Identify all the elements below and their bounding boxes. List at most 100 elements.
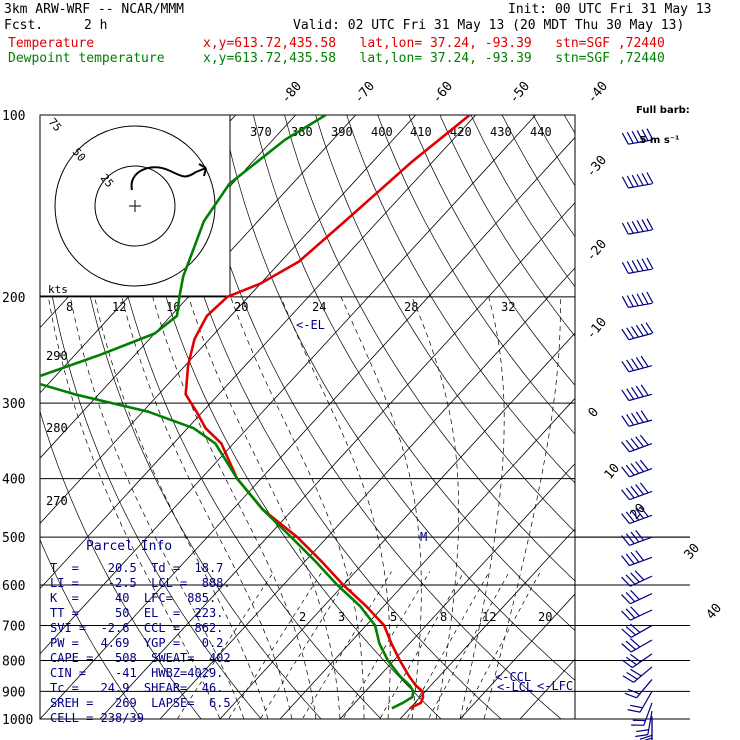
barb-flag — [630, 551, 640, 563]
parcel-row: PW = 4.69 YGP = 0.2 — [50, 636, 224, 650]
theta-label: 280 — [46, 421, 68, 435]
dry-adiabat — [315, 115, 575, 533]
theta-label: 400 — [371, 125, 393, 139]
theta-label: 290 — [46, 349, 68, 363]
isotherm-line — [279, 397, 575, 719]
speed-tick-label: 32 — [501, 300, 515, 314]
barb-flag — [627, 709, 641, 713]
sounding-annotation: <-LFC — [537, 679, 573, 693]
sounding-annotation: <-LCL — [497, 680, 533, 694]
barb-flag — [625, 640, 636, 650]
moist-adiabat — [47, 296, 221, 719]
speed-tick-label: 28 — [404, 300, 418, 314]
barb-flag — [631, 294, 639, 307]
barb-staff — [633, 666, 653, 683]
barb-flag — [630, 509, 640, 521]
wind-barb — [621, 550, 653, 567]
isotherm-label: -70 — [352, 79, 379, 107]
barb-flag — [621, 222, 629, 235]
dry-adiabat — [159, 115, 502, 719]
barb-flag — [630, 653, 641, 663]
barb-flag — [631, 174, 639, 187]
barb-flag — [621, 132, 629, 145]
wind-barb — [621, 606, 653, 621]
isotherm-line — [99, 202, 575, 719]
theta-label: 420 — [450, 125, 472, 139]
barb-flag — [636, 130, 644, 142]
barb-flag — [625, 533, 635, 545]
barb-flag — [636, 259, 644, 272]
parcel-row: SVI = -2.6 CCL = 862. — [50, 621, 224, 635]
moist-adiabat — [459, 296, 505, 719]
mixing-ratio-label: 8 — [440, 610, 447, 624]
sounding-annotations: <-EL <-CCL<-LCL <-LFC M — [296, 318, 573, 694]
mixing-ratio-label: 3 — [338, 610, 345, 624]
pressure-label: 400 — [2, 473, 25, 488]
parcel-row: Tc = 24.9 SHEAR= 46. — [50, 681, 224, 695]
barb-flag — [621, 466, 630, 478]
parcel-row: T = 20.5 Td = 18.7 — [50, 561, 224, 575]
barb-flag — [646, 257, 654, 270]
dry-adiabat — [470, 115, 575, 288]
barb-flag — [636, 173, 644, 186]
barb-flag — [630, 463, 640, 474]
dry-adiabat — [501, 115, 575, 238]
theta-label: 380 — [291, 125, 313, 139]
parcel-row: CELL = 238/39 — [50, 711, 144, 725]
dewpoint-location: x,y=613.72,435.58 lat,lon= 37.24, -93.39… — [203, 51, 665, 66]
barb-flag — [625, 608, 636, 619]
mixing-ratio-lines — [176, 571, 541, 719]
dry-adiabat — [253, 115, 575, 631]
isotherm-label: -40 — [585, 79, 612, 107]
barb-legend: Full barb: 5 m s⁻¹ — [636, 86, 690, 156]
barb-legend-line1: Full barb: — [636, 105, 690, 116]
barb-flag — [631, 387, 639, 399]
barb-staff — [629, 593, 653, 605]
barb-flag — [625, 511, 635, 523]
model-title: 3km ARW-WRF -- NCAR/MMM — [4, 2, 185, 17]
barb-flag — [626, 175, 634, 188]
barb-flag — [624, 692, 637, 699]
wind-barb — [621, 355, 653, 373]
parcel-row: TT = 50 EL = 223. — [50, 606, 224, 620]
barb-flag — [646, 218, 654, 231]
barb-flag — [646, 172, 654, 184]
wind-barb — [621, 638, 653, 653]
isotherm-label: -50 — [507, 79, 534, 107]
barb-flag — [646, 291, 654, 304]
barb-flag — [631, 358, 639, 370]
mixing-ratio-label: 5 — [390, 610, 397, 624]
mixing-ratio-label: 12 — [482, 610, 496, 624]
isotherm-line — [40, 115, 477, 590]
barb-flag — [636, 293, 644, 306]
barb-flag — [630, 485, 640, 497]
wind-barb — [621, 128, 654, 145]
barb-flag — [631, 326, 639, 338]
parcel-info-panel: Parcel Info T = 20.5 Td = 18.7 LI = -2.5… — [44, 537, 240, 725]
isotherm-line — [40, 115, 357, 459]
barb-staff — [630, 639, 653, 653]
barb-flag — [621, 360, 630, 373]
barb-flag — [640, 410, 649, 422]
forecast-label: Fcst. — [4, 18, 44, 33]
barb-flag — [621, 576, 631, 587]
barb-flag — [626, 221, 634, 234]
isotherm-label: -20 — [584, 237, 611, 265]
wind-barb — [621, 291, 654, 309]
barb-flag — [626, 131, 634, 144]
dry-adiabat — [408, 115, 575, 386]
barb-flag — [640, 384, 649, 396]
wind-barb — [621, 434, 653, 453]
barb-flag — [635, 357, 644, 369]
isotherm-label: 40 — [704, 601, 726, 623]
hodograph-trace — [130, 166, 207, 191]
barb-staff — [629, 536, 653, 546]
barb-flag — [621, 535, 630, 546]
barb-flag — [640, 323, 649, 335]
barb-flag — [641, 129, 649, 141]
dry-adiabat — [190, 115, 562, 719]
barb-flag — [641, 292, 649, 305]
barb-flag — [635, 436, 645, 448]
barb-flag — [625, 626, 636, 636]
